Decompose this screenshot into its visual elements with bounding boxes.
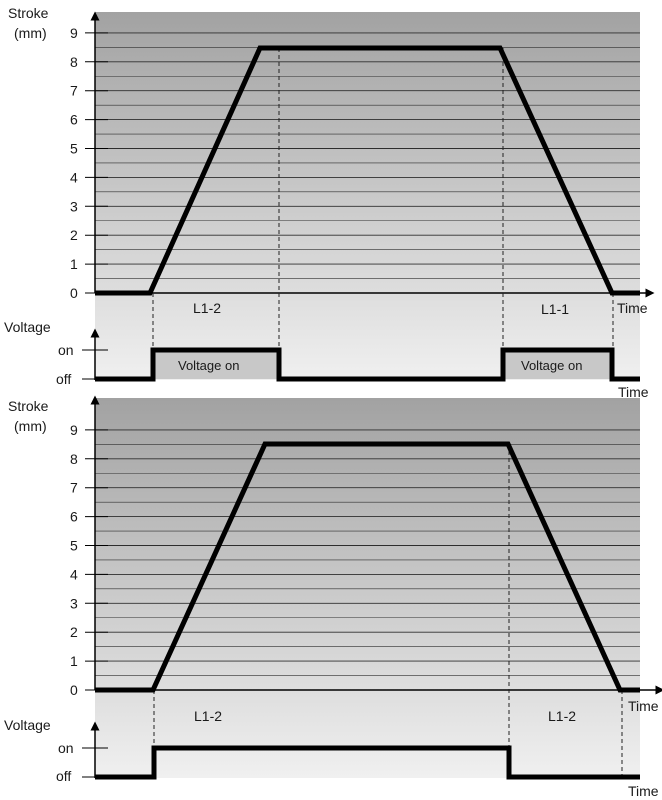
y-tick-label: 5 bbox=[70, 141, 78, 157]
segment-label-l1-1: L1-1 bbox=[541, 301, 569, 317]
y-tick-label: 3 bbox=[70, 595, 78, 611]
y-tick-label: 7 bbox=[70, 480, 78, 496]
segment-label-l1-2-a: L1-2 bbox=[194, 708, 222, 724]
y-tick-label: 1 bbox=[70, 256, 78, 272]
voltage-time-label: Time bbox=[628, 783, 659, 799]
y-tick-label: 0 bbox=[70, 285, 78, 301]
voltage-trace-top bbox=[95, 347, 640, 382]
y-tick-label: 5 bbox=[70, 538, 78, 554]
voltage-trace-bottom bbox=[95, 745, 640, 780]
y-tick-label: 4 bbox=[70, 566, 78, 582]
y-tick-label: 6 bbox=[70, 509, 78, 525]
stroke-trace-bottom bbox=[95, 441, 640, 693]
voltage-time-label: Time bbox=[618, 384, 649, 400]
y-tick-label: 4 bbox=[70, 169, 78, 185]
stroke-axis-title: Stroke bbox=[8, 5, 49, 21]
diagram-top: Stroke (mm) 0 1 2 3 4 5 6 7 8 9 Time L1-2 L1-1 Vo… bbox=[4, 5, 655, 400]
y-tick-label: 8 bbox=[70, 451, 78, 467]
voltage-on-box-2 bbox=[503, 350, 613, 379]
plot-area-bottom bbox=[95, 398, 640, 778]
y-tick-label: 2 bbox=[70, 227, 78, 243]
y-tick-label: 1 bbox=[70, 653, 78, 669]
diagram-bottom: Stroke (mm) 0 1 2 3 4 5 6 7 8 9 Time L1-2 L1-2 Vo… bbox=[4, 395, 662, 799]
voltage-on-label: on bbox=[58, 342, 74, 358]
voltage-off-label: off bbox=[56, 768, 71, 784]
voltage-axis-title: Voltage bbox=[4, 319, 51, 335]
voltage-on-box-1 bbox=[153, 350, 279, 379]
stroke-axis-unit: (mm) bbox=[14, 25, 47, 41]
voltage-off-label: off bbox=[56, 371, 71, 387]
gridlines-top bbox=[95, 32, 640, 279]
y-tick-label: 3 bbox=[70, 198, 78, 214]
y-tick-label: 8 bbox=[70, 54, 78, 70]
voltage-axis-title: Voltage bbox=[4, 717, 51, 733]
y-tick-label: 9 bbox=[70, 422, 78, 438]
voltage-on-label: on bbox=[58, 740, 74, 756]
y-tick-label: 9 bbox=[70, 25, 78, 41]
y-tick-label: 6 bbox=[70, 112, 78, 128]
gridlines-bottom bbox=[95, 429, 640, 676]
stroke-trace-top bbox=[95, 45, 640, 296]
voltage-on-box-label-1: Voltage on bbox=[178, 358, 239, 373]
segment-label-l1-2-b: L1-2 bbox=[548, 708, 576, 724]
y-tick-labels-bottom: 0 1 2 3 4 5 6 7 8 9 bbox=[70, 422, 108, 698]
voltage-on-box-label-2: Voltage on bbox=[521, 358, 582, 373]
stroke-axis-unit: (mm) bbox=[14, 418, 47, 434]
y-tick-label: 2 bbox=[70, 624, 78, 640]
segment-label-l1-2: L1-2 bbox=[193, 300, 221, 316]
y-tick-labels-top: 0 1 2 3 4 5 6 7 8 9 bbox=[70, 25, 108, 301]
y-tick-label: 7 bbox=[70, 83, 78, 99]
stroke-axis-title: Stroke bbox=[8, 398, 49, 414]
time-axis-label: Time bbox=[628, 698, 659, 714]
plot-area-top bbox=[95, 12, 640, 380]
y-tick-label: 0 bbox=[70, 682, 78, 698]
time-axis-label: Time bbox=[617, 300, 648, 316]
